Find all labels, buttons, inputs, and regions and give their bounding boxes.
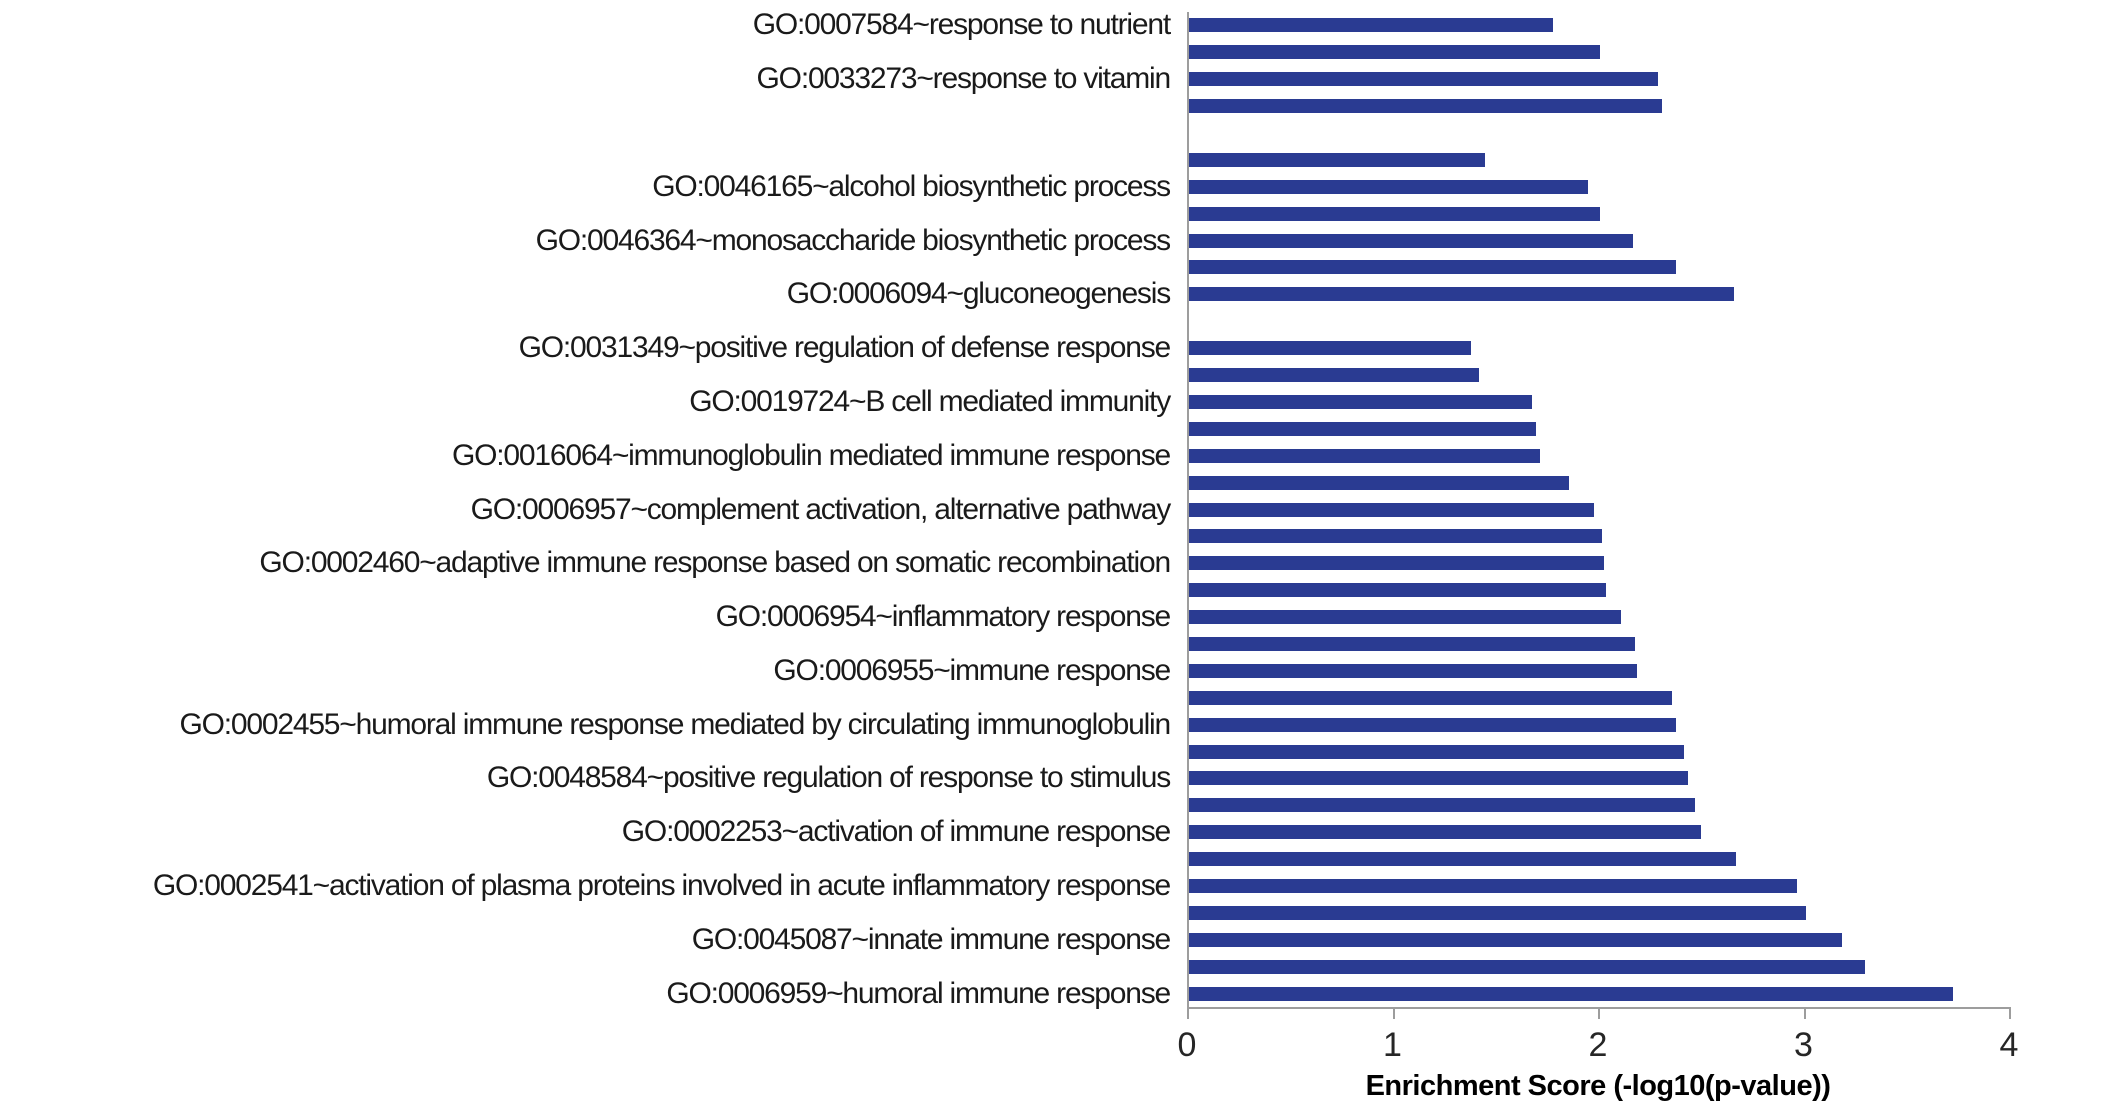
category-label: GO:0046165~alcohol biosynthetic process — [652, 169, 1171, 203]
category-label: GO:0033273~response to vitamin — [756, 62, 1172, 96]
category-label: GO:0002455~humoral immune response media… — [179, 707, 1172, 741]
x-tick-mark — [1598, 1009, 1600, 1019]
bar — [1189, 905, 1806, 920]
category-label: GO:0046364~monosaccharide biosynthetic p… — [535, 223, 1172, 257]
x-tick-label: 3 — [1794, 1026, 1813, 1064]
bar — [1189, 744, 1685, 759]
bar — [1189, 45, 1600, 60]
bar — [1189, 152, 1485, 167]
x-tick-label: 1 — [1383, 1026, 1402, 1064]
plot-area — [1187, 12, 2011, 1009]
category-label: GO:0016064~immunoglobulin mediated immun… — [452, 438, 1171, 472]
bar — [1189, 475, 1570, 490]
bar — [1189, 959, 1866, 974]
bar — [1189, 663, 1637, 678]
x-tick-label: 2 — [1588, 1026, 1608, 1064]
bar — [1189, 502, 1594, 517]
bar — [1189, 529, 1603, 544]
bar — [1189, 18, 1553, 33]
category-label: GO:0006959~humoral immune response — [666, 976, 1171, 1010]
bar — [1189, 717, 1677, 732]
category-label: GO:0045087~innate immune response — [691, 922, 1171, 956]
category-label: GO:0019724~B cell mediated immunity — [689, 384, 1171, 418]
bar — [1189, 179, 1588, 194]
bar — [1189, 287, 1734, 302]
x-tick-mark — [2009, 1009, 2011, 1019]
bar — [1189, 825, 1701, 840]
bar — [1189, 610, 1621, 625]
category-label: GO:0006957~complement activation, altern… — [470, 492, 1172, 526]
bar — [1189, 421, 1537, 436]
category-label: GO:0031349~positive regulation of defens… — [518, 331, 1172, 365]
x-tick-mark — [1392, 1009, 1395, 1019]
category-label: GO:0002460~adaptive immune response base… — [259, 546, 1171, 580]
bar — [1189, 932, 1843, 947]
bar — [1189, 72, 1658, 87]
bar — [1189, 260, 1677, 275]
category-label: GO:0048584~positive regulation of respon… — [486, 761, 1171, 795]
bar — [1189, 878, 1798, 893]
bar — [1189, 394, 1533, 409]
x-tick-label: 0 — [1177, 1026, 1197, 1064]
category-label: GO:0002253~activation of immune response — [621, 815, 1171, 849]
bar — [1189, 341, 1471, 356]
category-label: GO:0006094~gluconeogenesis — [786, 277, 1171, 311]
bar — [1189, 852, 1736, 867]
bar — [1189, 368, 1479, 383]
x-tick-mark — [1187, 1009, 1189, 1019]
bar — [1189, 448, 1541, 463]
x-tick-label: 4 — [1999, 1026, 2019, 1064]
bar — [1189, 583, 1607, 598]
bar — [1189, 99, 1662, 114]
bar — [1189, 798, 1695, 813]
category-label: GO:0007584~response to nutrient — [752, 8, 1171, 42]
bar — [1189, 636, 1635, 651]
bar — [1189, 233, 1633, 248]
category-label: GO:0002541~activation of plasma proteins… — [152, 868, 1171, 902]
bar — [1189, 986, 1954, 1001]
category-label: GO:0006955~immune response — [773, 653, 1171, 687]
x-axis-title: Enrichment Score (-log10(p-value)) — [1365, 1070, 1831, 1102]
bar — [1189, 771, 1689, 786]
x-tick-mark — [1803, 1009, 1806, 1019]
bar — [1189, 556, 1605, 571]
category-label: GO:0006954~inflammatory response — [715, 600, 1172, 634]
bar — [1189, 206, 1600, 221]
bar — [1189, 690, 1672, 705]
